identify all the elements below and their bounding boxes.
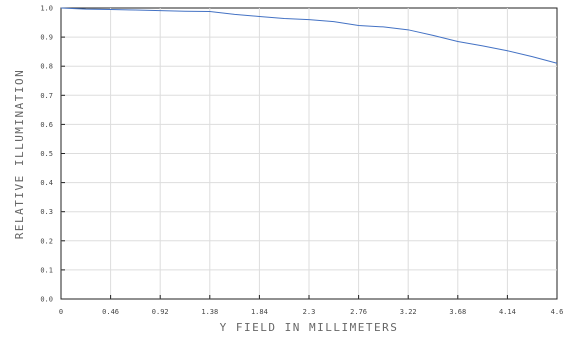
y-axis-title: RELATIVE ILLUMINATION bbox=[13, 69, 26, 240]
x-tick-label: 0 bbox=[59, 308, 63, 316]
x-tick-label: 3.68 bbox=[449, 308, 466, 316]
x-tick-label: 4.14 bbox=[499, 308, 516, 316]
y-tick-label: 0.5 bbox=[40, 150, 53, 158]
y-tick-label: 0.6 bbox=[40, 121, 53, 129]
x-tick-label: 1.38 bbox=[201, 308, 218, 316]
x-axis-title: Y FIELD IN MILLIMETERS bbox=[220, 321, 399, 334]
series-line bbox=[60, 7, 558, 64]
axis-ticks: 0 0.46 0.92 1.38 1.84 2.3 2.76 3.22 3.68 4.14 4.6 0… bbox=[40, 5, 563, 317]
data-series bbox=[60, 7, 558, 64]
y-tick-label: 0.3 bbox=[40, 208, 53, 216]
y-tick-label: 0.0 bbox=[40, 296, 53, 304]
y-tick-label: 0.7 bbox=[40, 92, 53, 100]
x-tick-label: 4.6 bbox=[551, 308, 564, 316]
y-tick-label: 0.2 bbox=[40, 237, 53, 245]
x-tick-label: 1.84 bbox=[251, 308, 268, 316]
x-tick-label: 2.3 bbox=[303, 308, 316, 316]
grid bbox=[61, 8, 557, 299]
x-tick-label: 3.22 bbox=[400, 308, 417, 316]
x-tick-label: 2.76 bbox=[350, 308, 367, 316]
x-tick-label: 0.46 bbox=[102, 308, 119, 316]
y-tick-label: 0.8 bbox=[40, 63, 53, 71]
y-tick-label: 0.9 bbox=[40, 34, 53, 42]
y-tick-label: 1.0 bbox=[40, 5, 53, 13]
y-tick-label: 0.4 bbox=[40, 179, 53, 187]
y-tick-label: 0.1 bbox=[40, 266, 53, 274]
x-tick-label: 0.92 bbox=[152, 308, 169, 316]
